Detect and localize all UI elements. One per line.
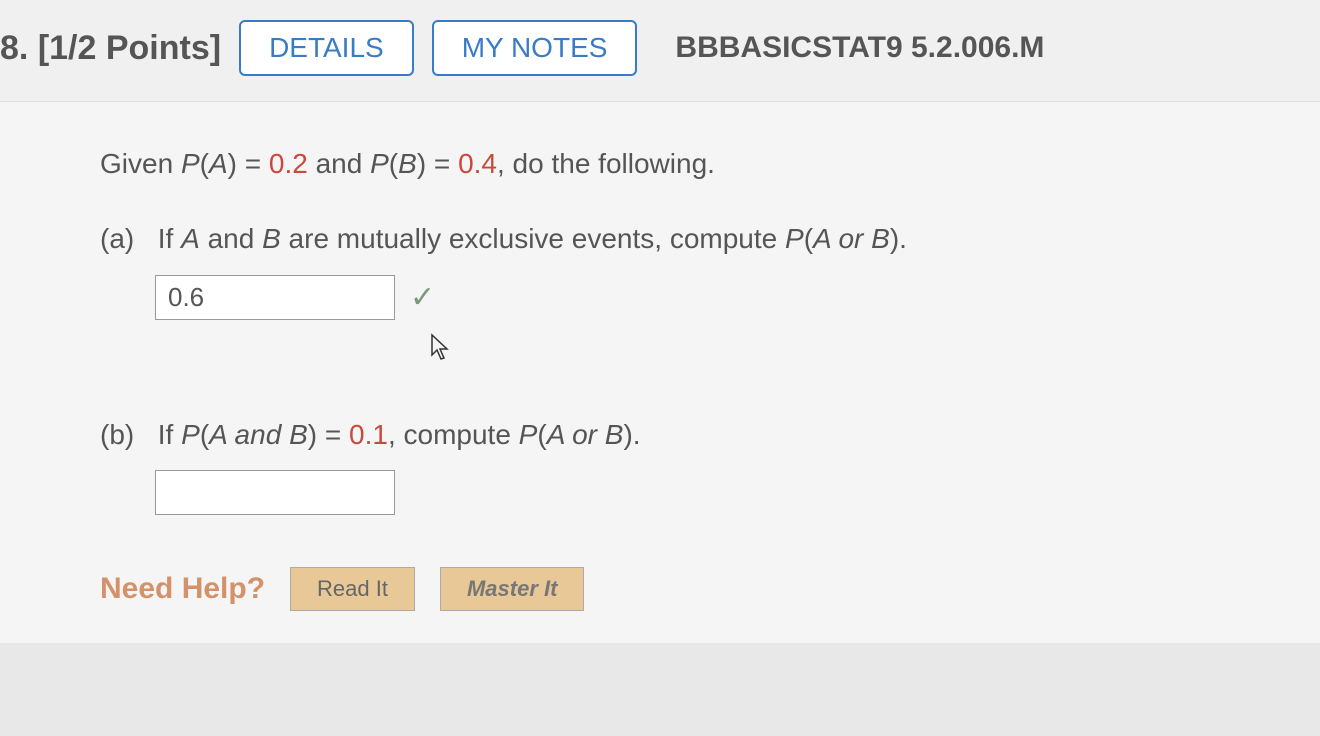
assignment-id: BBBASICSTAT9 5.2.006.M — [675, 31, 1044, 65]
question-number: 8. [1/2 Points] — [0, 29, 221, 68]
part-b: (b) If P(A and B) = 0.1, compute P(A or … — [100, 413, 1220, 515]
pb-e2a: A — [547, 419, 565, 450]
part-a-answer-row: ✓ — [155, 274, 1220, 322]
pb-f1: P — [181, 419, 200, 450]
pa-ec: ). — [890, 223, 907, 254]
pb-e1o: ( — [200, 419, 209, 450]
given-suffix: , do the following. — [497, 148, 715, 179]
question-number-value: 8. — [0, 29, 28, 67]
pb-e1c: ) — [308, 419, 317, 450]
part-b-answer-input[interactable] — [155, 470, 395, 515]
my-notes-button[interactable]: MY NOTES — [432, 20, 638, 76]
pa-eq: = — [237, 148, 269, 179]
pb-t2: , compute — [388, 419, 519, 450]
pb-e2o: ( — [537, 419, 546, 450]
pb-e1b: B — [289, 419, 308, 450]
pa-ea: A — [813, 223, 831, 254]
part-a-label: (a) — [100, 217, 150, 262]
question-header: 8. [1/2 Points] DETAILS MY NOTES BBBASIC… — [0, 0, 1320, 102]
part-a: (a) If A and B are mutually exclusive ev… — [100, 217, 1220, 373]
pa-vb: B — [262, 223, 281, 254]
checkmark-icon: ✓ — [410, 274, 435, 322]
pa-eo: ( — [804, 223, 813, 254]
pa-eb: B — [871, 223, 890, 254]
points-label: [1/2 Points] — [38, 29, 221, 67]
pa-t3: are mutually exclusive events, compute — [281, 223, 785, 254]
help-row: Need Help? Read It Master It — [100, 565, 1220, 613]
pb-e2b: B — [605, 419, 624, 450]
pa-var: A — [209, 148, 228, 179]
details-button[interactable]: DETAILS — [239, 20, 414, 76]
part-b-text: If P(A and B) = 0.1, compute P(A or B). — [158, 413, 1218, 458]
pa-t1: If — [158, 223, 181, 254]
pb-f2: P — [519, 419, 538, 450]
part-b-label: (b) — [100, 413, 150, 458]
pb-eq: = — [426, 148, 458, 179]
part-a-text: If A and B are mutually exclusive events… — [158, 217, 1218, 262]
pb-t1: If — [158, 419, 181, 450]
and-text: and — [308, 148, 370, 179]
pb-value: 0.4 — [458, 148, 497, 179]
cursor-icon — [430, 332, 1220, 374]
pb-func: P — [370, 148, 389, 179]
given-statement: Given P(A) = 0.2 and P(B) = 0.4, do the … — [100, 142, 1220, 187]
question-body: Given P(A) = 0.2 and P(B) = 0.4, do the … — [0, 102, 1320, 643]
pb-e2or: or — [564, 419, 604, 450]
pa-func2: P — [785, 223, 804, 254]
pb-val: 0.1 — [349, 419, 388, 450]
part-a-answer-input[interactable] — [155, 275, 395, 320]
need-help-label: Need Help? — [100, 565, 265, 613]
pa-eor: or — [831, 223, 871, 254]
pb-var: B — [398, 148, 417, 179]
pb-e1a: A — [209, 419, 227, 450]
pa-va: A — [181, 223, 200, 254]
question-container: 8. [1/2 Points] DETAILS MY NOTES BBBASIC… — [0, 0, 1320, 643]
pb-eq: = — [317, 419, 349, 450]
part-b-answer-row — [155, 470, 1220, 515]
pb-e2c: ). — [623, 419, 640, 450]
pa-func: P — [181, 148, 200, 179]
given-prefix: Given — [100, 148, 181, 179]
pa-t2: and — [200, 223, 262, 254]
master-it-button[interactable]: Master It — [440, 567, 584, 611]
pa-value: 0.2 — [269, 148, 308, 179]
read-it-button[interactable]: Read It — [290, 567, 415, 611]
pb-e1and: and — [227, 419, 289, 450]
